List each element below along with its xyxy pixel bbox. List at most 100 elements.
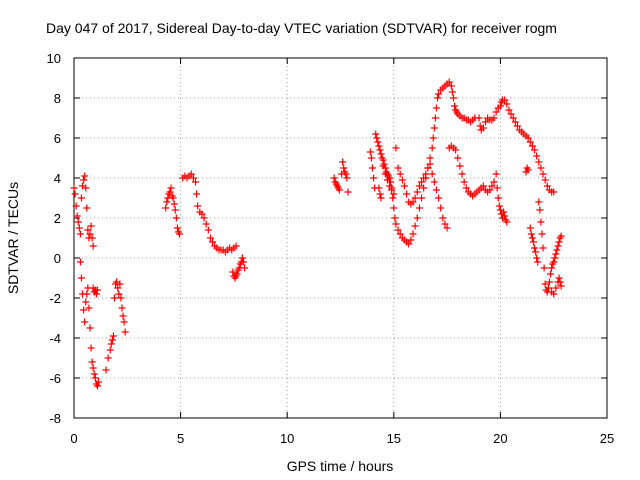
data-point bbox=[170, 200, 178, 208]
data-point bbox=[557, 232, 565, 240]
data-point bbox=[95, 378, 103, 386]
axis-ticks bbox=[73, 57, 608, 419]
data-point bbox=[173, 224, 181, 232]
data-point bbox=[555, 274, 563, 282]
tick-labels: 0 5 10 15 20 25 -8 -6 -4 -2 0 2 4 6 8 10 bbox=[47, 51, 615, 446]
data-point bbox=[114, 284, 122, 292]
data-point bbox=[344, 188, 352, 196]
data-point bbox=[537, 218, 545, 226]
data-point bbox=[428, 144, 436, 152]
data-point bbox=[541, 280, 549, 288]
data-point bbox=[403, 190, 411, 198]
data-point bbox=[93, 286, 101, 294]
data-point bbox=[108, 336, 116, 344]
data-point bbox=[501, 212, 509, 220]
data-point bbox=[340, 164, 348, 172]
y-tick-label: -8 bbox=[49, 411, 61, 426]
data-point bbox=[535, 158, 543, 166]
grid bbox=[74, 58, 607, 418]
data-point bbox=[513, 122, 521, 130]
data-point bbox=[420, 174, 428, 182]
data-point bbox=[74, 218, 82, 226]
data-point bbox=[557, 282, 565, 290]
data-point bbox=[163, 198, 171, 206]
data-point bbox=[426, 154, 434, 162]
data-point bbox=[372, 130, 380, 138]
data-point bbox=[528, 234, 536, 242]
data-point bbox=[366, 148, 374, 156]
data-point bbox=[386, 182, 394, 190]
data-point bbox=[89, 364, 97, 372]
data-point bbox=[390, 204, 398, 212]
data-point bbox=[439, 214, 447, 222]
data-point bbox=[83, 290, 91, 298]
data-point bbox=[166, 188, 174, 196]
data-point bbox=[85, 304, 93, 312]
y-tick-label: -2 bbox=[49, 291, 61, 306]
data-point bbox=[511, 118, 519, 126]
data-point bbox=[396, 230, 404, 238]
data-point bbox=[118, 304, 126, 312]
data-point bbox=[392, 220, 400, 228]
data-point bbox=[553, 246, 561, 254]
data-point bbox=[528, 142, 536, 150]
data-point bbox=[435, 90, 443, 98]
data-point bbox=[448, 88, 456, 96]
data-point bbox=[192, 178, 200, 186]
data-point bbox=[111, 294, 119, 302]
data-point bbox=[426, 160, 434, 168]
y-tick-label: -4 bbox=[49, 331, 61, 346]
data-point bbox=[241, 264, 249, 272]
data-point bbox=[415, 204, 423, 212]
data-point bbox=[501, 96, 509, 104]
data-point bbox=[106, 346, 114, 354]
data-point bbox=[411, 222, 419, 230]
data-point bbox=[429, 134, 437, 142]
data-point bbox=[121, 328, 129, 336]
data-point bbox=[171, 206, 179, 214]
data-point bbox=[536, 206, 544, 214]
data-point bbox=[435, 194, 443, 202]
data-point bbox=[462, 184, 470, 192]
data-point bbox=[430, 178, 438, 186]
data-point bbox=[80, 306, 88, 314]
data-point bbox=[374, 138, 382, 146]
data-point bbox=[189, 174, 197, 182]
data-point bbox=[342, 170, 350, 178]
data-point bbox=[447, 82, 455, 90]
data-point bbox=[187, 170, 195, 178]
data-point bbox=[71, 190, 79, 198]
y-tick-label: 6 bbox=[54, 131, 61, 146]
data-point bbox=[535, 198, 543, 206]
data-point bbox=[209, 238, 217, 246]
data-point bbox=[383, 176, 391, 184]
data-point bbox=[420, 184, 428, 192]
data-point bbox=[394, 226, 402, 234]
data-point bbox=[376, 190, 384, 198]
data-point bbox=[83, 204, 91, 212]
plot-frame bbox=[73, 57, 608, 419]
data-point bbox=[509, 114, 517, 122]
data-point bbox=[503, 218, 511, 226]
data-point bbox=[396, 170, 404, 178]
data-point bbox=[555, 238, 563, 246]
data-point bbox=[88, 358, 96, 366]
data-point bbox=[370, 174, 378, 182]
y-tick-label: 8 bbox=[54, 91, 61, 106]
data-point bbox=[552, 250, 560, 258]
data-point bbox=[77, 274, 85, 282]
data-point bbox=[456, 162, 464, 170]
data-point bbox=[494, 194, 502, 202]
data-point bbox=[541, 176, 549, 184]
data-point bbox=[550, 258, 558, 266]
y-tick-label: 4 bbox=[54, 171, 61, 186]
data-point bbox=[377, 150, 385, 158]
data-point bbox=[534, 258, 542, 266]
data-point bbox=[120, 318, 128, 326]
data-point bbox=[193, 190, 201, 198]
data-point bbox=[167, 184, 175, 192]
data-point bbox=[432, 186, 440, 194]
data-point bbox=[400, 182, 408, 190]
data-point bbox=[495, 202, 503, 210]
data-point bbox=[409, 198, 417, 206]
